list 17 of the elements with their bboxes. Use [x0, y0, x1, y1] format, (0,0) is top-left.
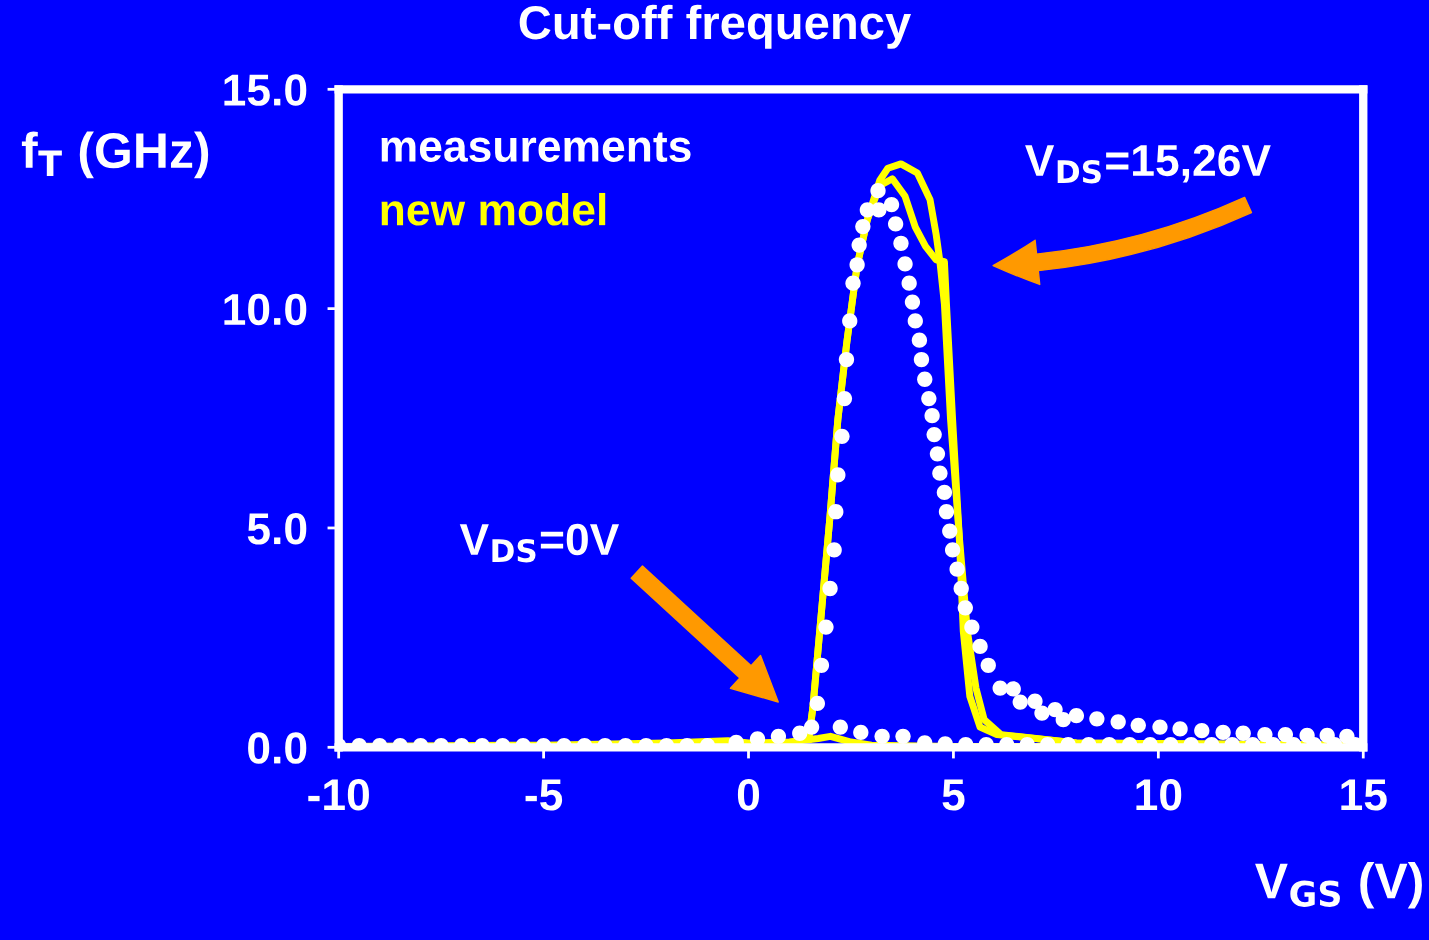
y-axis-title: f$_{T}$ (GHz)	[21, 131, 209, 179]
y-tick-label: 5.0	[247, 513, 307, 545]
x-tick-label: 5	[942, 779, 965, 811]
annotation: V$_{DS}$=0V	[459, 523, 620, 563]
x-tick-label: 15	[1341, 779, 1387, 811]
x-tick-label: -5	[525, 779, 563, 811]
annotation: V$_{DS}$=15,26V	[1025, 144, 1271, 184]
text: measurements	[381, 132, 691, 162]
chart-title: Cut-off frequency	[519, 4, 912, 49]
text: new model	[381, 192, 606, 226]
x-tick-label: -10	[308, 779, 369, 811]
y-tick-label: 15.0	[224, 74, 307, 106]
x-tick-label: 10	[1136, 779, 1182, 811]
y-tick-label: 0.0	[248, 732, 307, 764]
x-tick-label: 0	[737, 779, 760, 811]
y-tick-label: 10.0	[224, 293, 307, 326]
x-axis-title: V$_{GS}$ (V)	[1255, 861, 1422, 909]
